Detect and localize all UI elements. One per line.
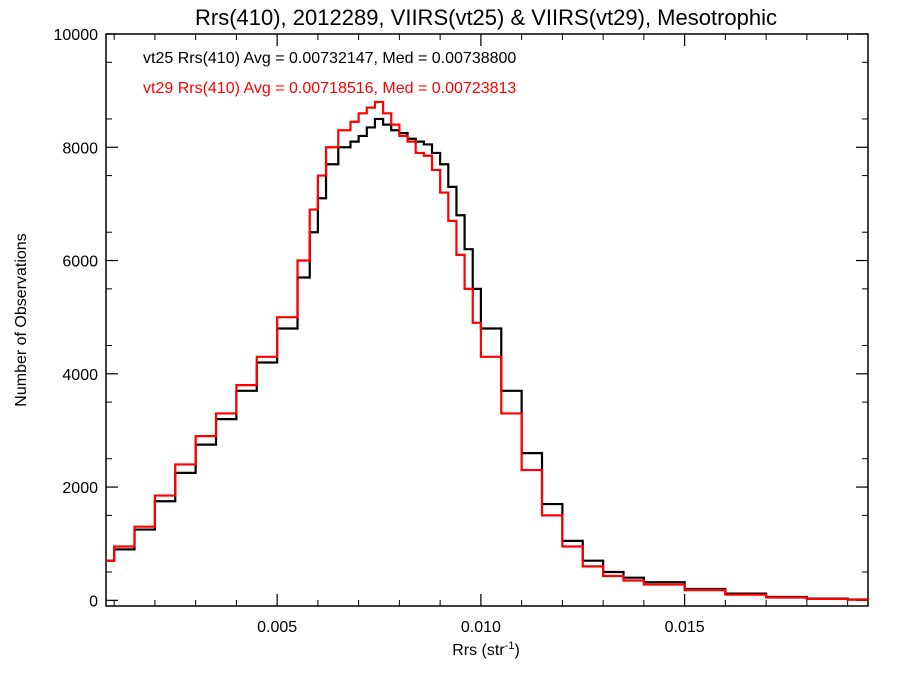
plot-frame bbox=[105, 33, 869, 607]
series-layer bbox=[106, 100, 870, 601]
y-tick-label: 0 bbox=[89, 593, 98, 610]
chart-title: Rrs(410), 2012289, VIIRS(vt25) & VIIRS(v… bbox=[195, 5, 777, 30]
x-tick-label: 0.005 bbox=[257, 619, 297, 636]
x-axis-ticks: 0.005 0.010 0.015 bbox=[113, 34, 849, 636]
x-axis-label-superscript: -1 bbox=[505, 640, 515, 652]
series-line-vt29 bbox=[106, 100, 870, 601]
x-axis-label-end: ) bbox=[514, 642, 519, 659]
series-line-vt25 bbox=[106, 117, 870, 601]
y-tick-label: 6000 bbox=[62, 254, 98, 271]
x-axis-label: Rrs (str-1) bbox=[452, 640, 520, 659]
y-axis-ticks: 0 2000 4000 6000 8000 10000 bbox=[54, 27, 868, 610]
y-tick-label: 4000 bbox=[62, 367, 98, 384]
y-tick-label: 8000 bbox=[62, 140, 98, 157]
x-tick-label: 0.015 bbox=[665, 619, 705, 636]
legend-entry-vt25: vt25 Rrs(410) Avg = 0.00732147, Med = 0.… bbox=[143, 50, 516, 67]
x-axis-label-main: Rrs (str bbox=[452, 642, 505, 659]
y-tick-label: 2000 bbox=[62, 480, 98, 497]
legend-entry-vt29: vt29 Rrs(410) Avg = 0.00718516, Med = 0.… bbox=[143, 80, 516, 97]
y-tick-label: 10000 bbox=[54, 27, 99, 44]
y-axis-label: Number of Observations bbox=[13, 233, 30, 406]
x-tick-label: 0.010 bbox=[461, 619, 501, 636]
